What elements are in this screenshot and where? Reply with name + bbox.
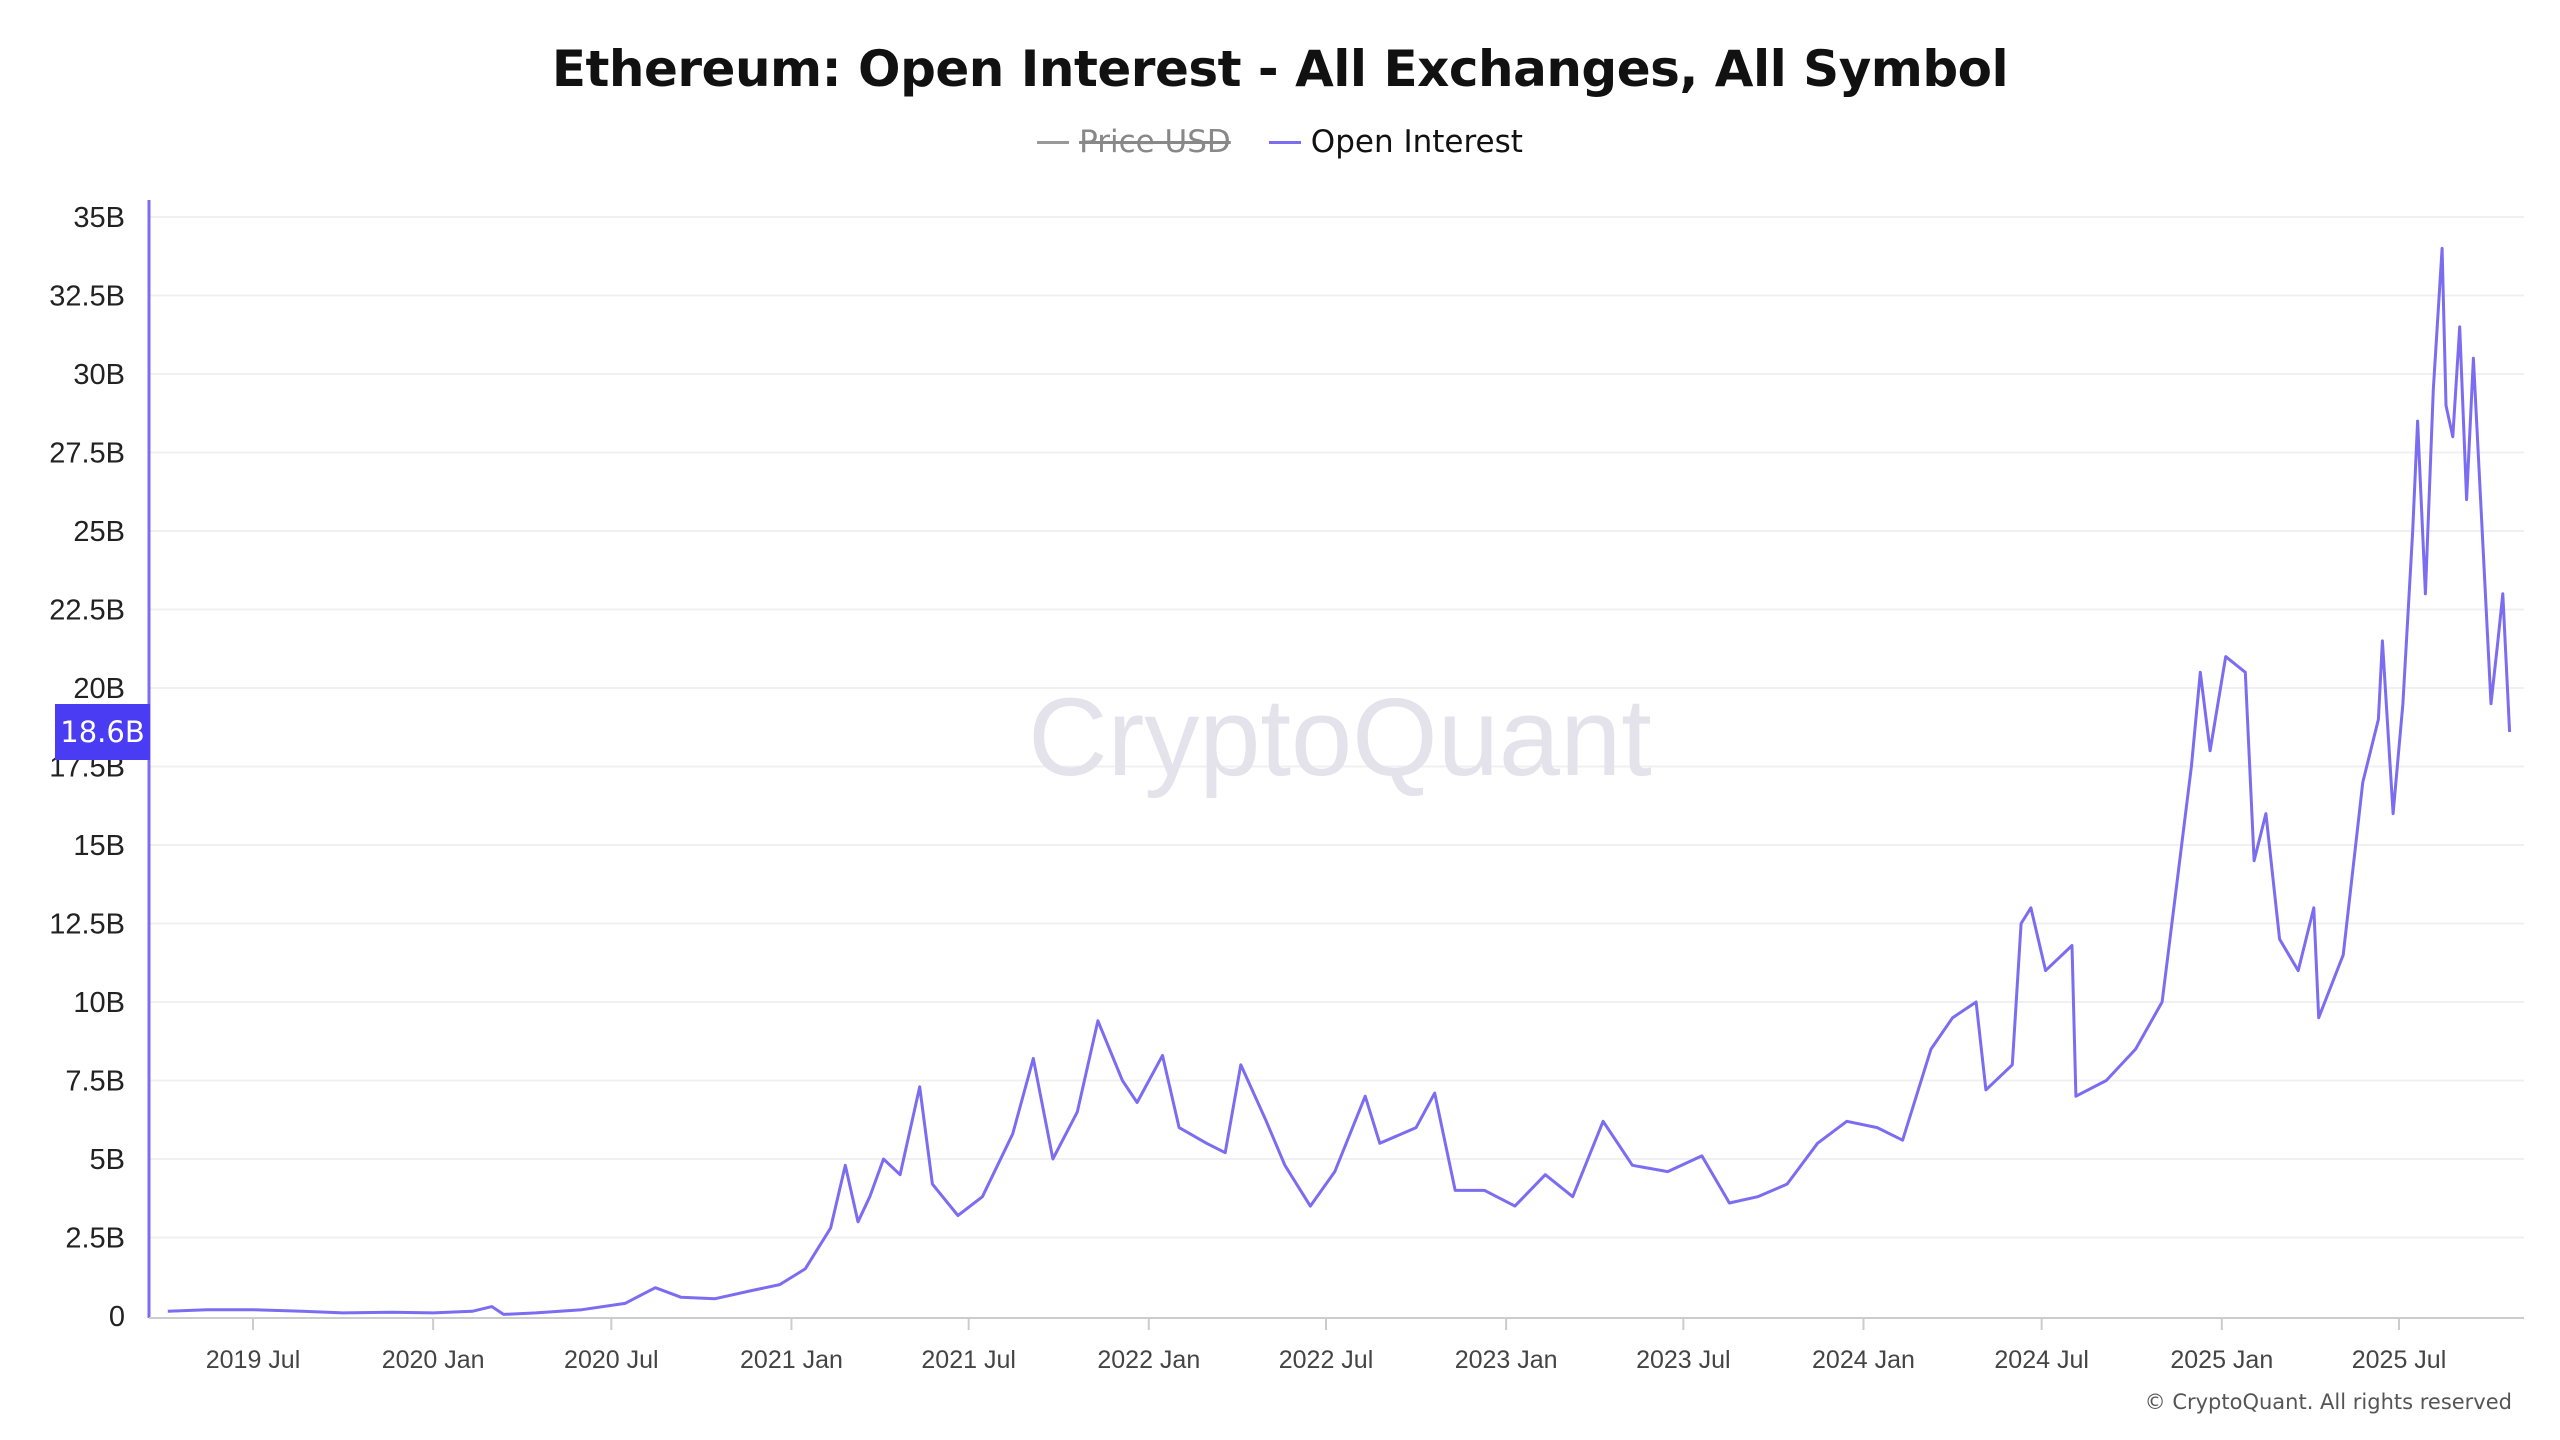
- x-tick-label: 2023 Jan: [1455, 1346, 1558, 1374]
- y-tick-label: 7.5B: [65, 1066, 125, 1098]
- chart-title: Ethereum: Open Interest - All Exchanges,…: [551, 40, 2009, 98]
- y-tick-label: 12.5B: [49, 909, 125, 941]
- y-tick-label: 25B: [73, 516, 125, 548]
- y-tick-label: 15B: [73, 830, 125, 862]
- legend-swatch-price-usd: [1037, 140, 1070, 144]
- y-tick-label: 20B: [73, 673, 125, 705]
- x-tick-label: 2022 Jul: [1279, 1346, 1374, 1374]
- legend-label-open-interest: Open Interest: [1310, 124, 1523, 160]
- y-tick-label: 22.5B: [49, 595, 125, 627]
- y-tick-label: 10B: [73, 987, 125, 1019]
- x-tick-label: 2023 Jul: [1636, 1346, 1731, 1374]
- x-tick-label: 2020 Jan: [382, 1346, 485, 1374]
- x-tick-label: 2020 Jul: [564, 1346, 659, 1374]
- series-line-open-interest: [167, 246, 2512, 1316]
- legend-swatch-open-interest: [1268, 140, 1301, 144]
- y-tick-label: 30B: [73, 359, 125, 391]
- x-tick-label: 2025 Jan: [2170, 1346, 2273, 1374]
- legend-label-price-usd: Price USD: [1079, 124, 1231, 160]
- legend-item-open-interest[interactable]: Open Interest: [1268, 124, 1523, 160]
- watermark: CryptoQuant: [1028, 676, 1652, 799]
- x-tick-label: 2025 Jul: [2352, 1346, 2447, 1374]
- y-tick-label: 0: [109, 1301, 125, 1333]
- legend-item-price-usd[interactable]: Price USD: [1037, 124, 1231, 160]
- y-tick-label: 32.5B: [49, 281, 125, 313]
- x-tick-label: 2024 Jul: [1994, 1346, 2089, 1374]
- copyright-footer: © CryptoQuant. All rights reserved: [2144, 1390, 2512, 1414]
- y-tick-label: 2.5B: [65, 1223, 125, 1255]
- x-tick-label: 2021 Jan: [740, 1346, 843, 1374]
- x-tick-label: 2021 Jul: [921, 1346, 1016, 1374]
- y-tick-label: 27.5B: [49, 438, 125, 470]
- y-tick-label: 5B: [90, 1144, 125, 1176]
- legend: Price USD Open Interest: [0, 124, 2560, 160]
- x-tick-label: 2019 Jul: [206, 1346, 301, 1374]
- current-value-label: 18.6B: [55, 703, 150, 760]
- x-tick-label: 2024 Jan: [1812, 1346, 1915, 1374]
- y-tick-label: 35B: [73, 202, 125, 234]
- x-tick-label: 2022 Jan: [1097, 1346, 1200, 1374]
